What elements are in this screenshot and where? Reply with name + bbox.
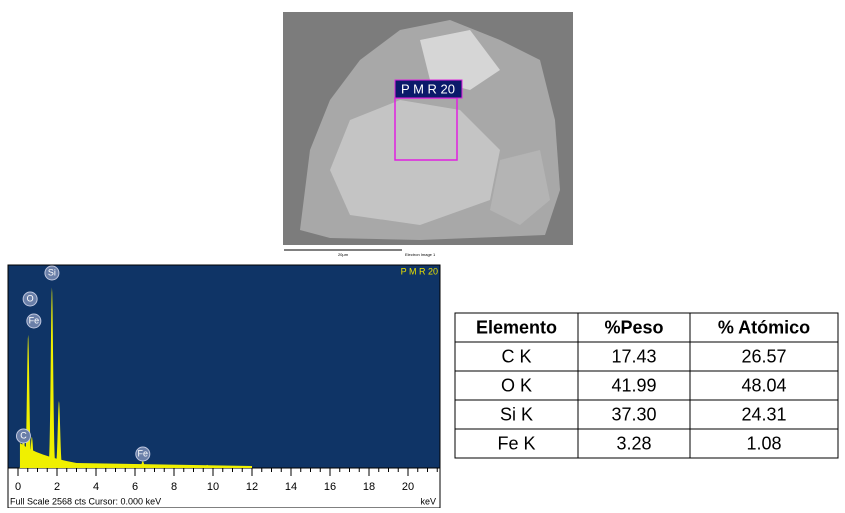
- x-tick-label: 8: [171, 481, 177, 493]
- table-header: %Peso: [604, 317, 663, 337]
- spectrum: P M R 20 Full Scale 2568 cts Cursor: 0.0…: [8, 265, 440, 508]
- sem-image: P M R 20 20µm Electron Image 1: [283, 12, 573, 257]
- table-header: % Atómico: [718, 317, 810, 337]
- x-tick-label: 12: [246, 481, 258, 493]
- x-unit: keV: [420, 496, 436, 506]
- composition-table: Elemento %Peso % Atómico C K 17.43 26.57 O K 41…: [455, 313, 838, 458]
- peak-label: Si: [48, 267, 56, 277]
- table-cell: 37.30: [611, 404, 656, 424]
- table-cell: 26.57: [741, 346, 786, 366]
- table-cell: Si K: [500, 404, 533, 424]
- x-tick-label: 0: [15, 481, 21, 493]
- figure: P M R 20 20µm Electron Image 1 P M R 20 …: [0, 0, 845, 508]
- image-caption: Electron Image 1: [405, 252, 436, 257]
- table-header: Elemento: [476, 317, 557, 337]
- x-tick-label: 14: [285, 481, 297, 493]
- table-cell: O K: [501, 375, 532, 395]
- x-tick-label: 20: [402, 481, 414, 493]
- table-cell: 3.28: [616, 433, 651, 453]
- page: P M R 20 20µm Electron Image 1 P M R 20 …: [0, 0, 845, 508]
- x-tick-label: 18: [363, 481, 375, 493]
- x-tick-label: 6: [132, 481, 138, 493]
- plot-area: [8, 265, 440, 468]
- peak-label: C: [20, 430, 27, 440]
- x-tick-label: 16: [324, 481, 336, 493]
- spectrum-footer: Full Scale 2568 cts Cursor: 0.000 keV: [10, 496, 161, 506]
- peak-label: Fe: [29, 315, 40, 325]
- scale-text: 20µm: [338, 252, 349, 257]
- table-cell: 1.08: [746, 433, 781, 453]
- table-cell: 17.43: [611, 346, 656, 366]
- table-cell: C K: [501, 346, 531, 366]
- image-label: P M R 20: [401, 81, 455, 96]
- table-cell: 41.99: [611, 375, 656, 395]
- x-tick-label: 4: [93, 481, 99, 493]
- table-cell: Fe K: [497, 433, 535, 453]
- x-tick-label: 10: [207, 481, 219, 493]
- x-tick-label: 2: [54, 481, 60, 493]
- table-cell: 48.04: [741, 375, 786, 395]
- peak-label: O: [27, 293, 34, 303]
- table-cell: 24.31: [741, 404, 786, 424]
- spectrum-title: P M R 20: [401, 266, 438, 276]
- peak-label: Fe: [138, 448, 149, 458]
